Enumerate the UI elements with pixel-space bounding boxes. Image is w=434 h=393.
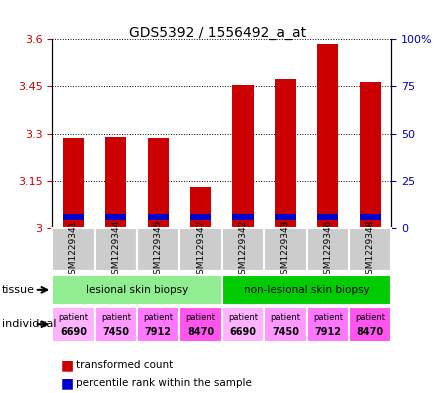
Text: patient: patient <box>312 313 342 322</box>
Bar <box>359 215 380 220</box>
Text: 8470: 8470 <box>187 327 214 337</box>
Bar <box>232 85 253 228</box>
Bar <box>359 82 380 228</box>
Text: patient: patient <box>355 313 385 322</box>
Text: ■: ■ <box>61 376 74 390</box>
Bar <box>147 215 168 220</box>
FancyBboxPatch shape <box>264 307 306 342</box>
Text: GSM1229346: GSM1229346 <box>322 219 332 280</box>
FancyBboxPatch shape <box>349 228 391 271</box>
Bar <box>316 215 338 220</box>
Text: patient: patient <box>101 313 131 322</box>
FancyBboxPatch shape <box>95 228 137 271</box>
Bar <box>274 79 296 228</box>
Text: 8470: 8470 <box>356 327 383 337</box>
Text: 7912: 7912 <box>145 327 171 337</box>
Text: 7450: 7450 <box>271 327 298 337</box>
Text: 7912: 7912 <box>314 327 341 337</box>
Bar <box>105 137 126 228</box>
Text: GSM1229348: GSM1229348 <box>365 219 374 280</box>
FancyBboxPatch shape <box>52 228 95 271</box>
Text: 6690: 6690 <box>229 327 256 337</box>
FancyBboxPatch shape <box>137 307 179 342</box>
Bar <box>105 215 126 220</box>
Text: percentile rank within the sample: percentile rank within the sample <box>76 378 251 388</box>
Text: ■: ■ <box>61 358 74 373</box>
Text: individual: individual <box>2 319 56 329</box>
FancyBboxPatch shape <box>349 307 391 342</box>
Text: non-lesional skin biopsy: non-lesional skin biopsy <box>243 285 368 295</box>
FancyBboxPatch shape <box>179 228 221 271</box>
Text: lesional skin biopsy: lesional skin biopsy <box>85 285 188 295</box>
Text: tissue: tissue <box>2 285 35 295</box>
Bar <box>190 215 211 220</box>
Text: patient: patient <box>58 313 88 322</box>
Text: GSM1229343: GSM1229343 <box>280 219 289 280</box>
Text: 6690: 6690 <box>60 327 87 337</box>
FancyBboxPatch shape <box>137 228 179 271</box>
FancyBboxPatch shape <box>95 307 137 342</box>
Text: patient: patient <box>227 313 257 322</box>
FancyBboxPatch shape <box>221 307 264 342</box>
Text: GSM1229347: GSM1229347 <box>196 219 205 280</box>
Text: GSM1229341: GSM1229341 <box>69 219 78 280</box>
FancyBboxPatch shape <box>264 228 306 271</box>
FancyBboxPatch shape <box>179 307 221 342</box>
Text: GSM1229345: GSM1229345 <box>153 219 162 280</box>
FancyBboxPatch shape <box>221 228 264 271</box>
Text: patient: patient <box>143 313 173 322</box>
Text: 7450: 7450 <box>102 327 129 337</box>
Text: transformed count: transformed count <box>76 360 173 371</box>
Bar <box>190 187 211 228</box>
Bar <box>274 215 296 220</box>
FancyBboxPatch shape <box>221 275 391 305</box>
Bar <box>62 138 84 228</box>
Text: patient: patient <box>185 313 215 322</box>
Bar <box>316 44 338 228</box>
Bar <box>62 215 84 220</box>
Text: GSM1229342: GSM1229342 <box>238 219 247 280</box>
Text: GSM1229344: GSM1229344 <box>111 219 120 280</box>
FancyBboxPatch shape <box>306 307 349 342</box>
FancyBboxPatch shape <box>52 275 221 305</box>
Bar <box>147 138 168 228</box>
Text: GDS5392 / 1556492_a_at: GDS5392 / 1556492_a_at <box>128 26 306 40</box>
FancyBboxPatch shape <box>306 228 349 271</box>
FancyBboxPatch shape <box>52 307 95 342</box>
Text: patient: patient <box>270 313 300 322</box>
Bar <box>232 215 253 220</box>
